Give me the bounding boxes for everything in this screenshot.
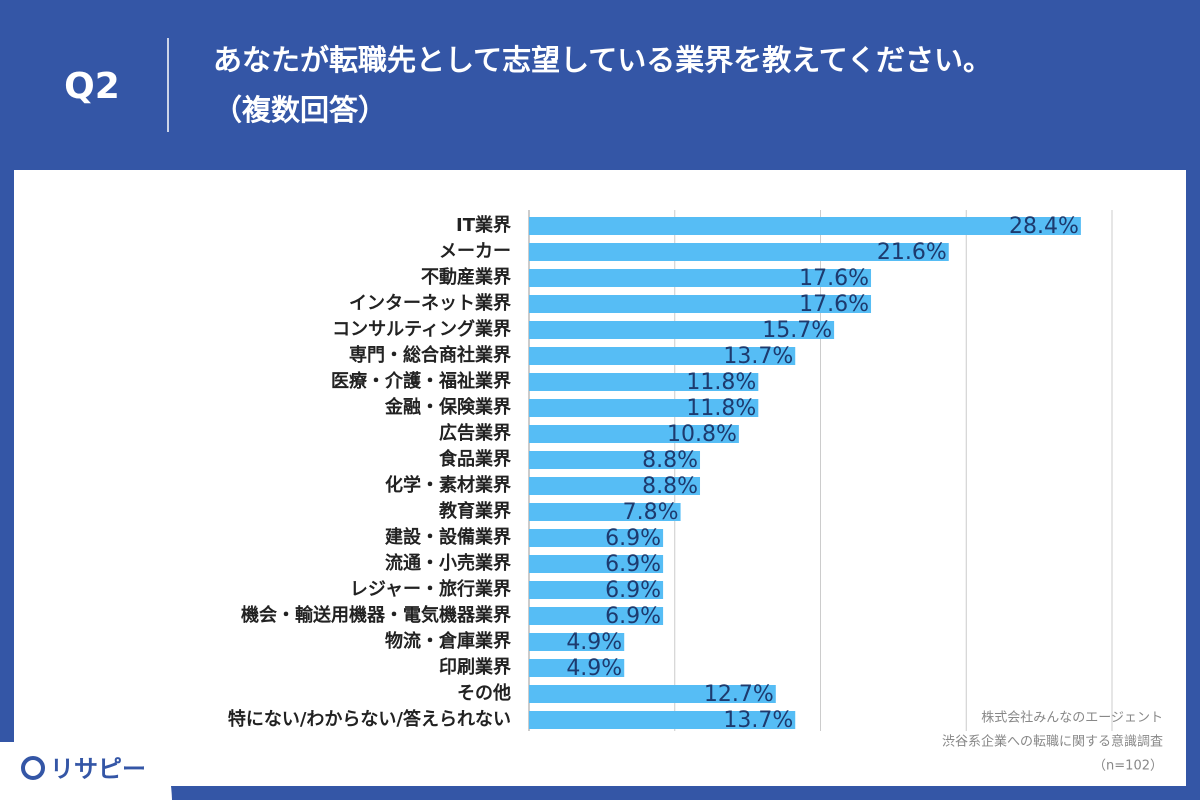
bar xyxy=(529,217,1081,235)
category-label: 教育業界 xyxy=(439,500,511,522)
value-label: 17.6% xyxy=(799,266,869,291)
bar xyxy=(529,633,625,651)
value-label: 7.8% xyxy=(623,500,679,525)
bar xyxy=(529,425,739,443)
category-label: レジャー・旅行業界 xyxy=(350,578,511,600)
bar xyxy=(529,477,701,495)
value-label: 10.8% xyxy=(667,422,737,447)
category-label: 金融・保険業界 xyxy=(384,396,511,418)
value-label: 6.9% xyxy=(605,526,661,551)
logo-icon xyxy=(21,756,45,780)
category-label: インターネット業界 xyxy=(349,292,511,314)
value-label: 28.4% xyxy=(1009,214,1079,239)
category-label: 広告業界 xyxy=(439,422,511,444)
bar xyxy=(529,373,759,391)
bar xyxy=(529,295,872,313)
category-label: メーカー xyxy=(439,241,511,262)
bar xyxy=(529,269,872,287)
value-label: 6.9% xyxy=(605,604,661,629)
bar xyxy=(529,451,701,469)
bar xyxy=(529,399,759,417)
category-label: その他 xyxy=(457,682,511,704)
bar xyxy=(529,243,949,261)
category-label: 物流・倉庫業界 xyxy=(385,630,511,652)
category-label: 流通・小売業界 xyxy=(385,552,511,574)
logo: リサピー xyxy=(50,755,146,783)
logo-shape xyxy=(0,742,172,800)
bar xyxy=(529,685,776,703)
question-number: Q2 xyxy=(64,66,120,107)
subtitle: （複数回答） xyxy=(213,93,387,127)
category-label: 機会・輸送用機器・電気機器業界 xyxy=(241,604,511,626)
category-label: 特にない/わからない/答えられない xyxy=(228,708,511,730)
category-label: 食品業界 xyxy=(438,448,511,470)
source-note: 株式会社みんなのエージェント xyxy=(981,710,1163,726)
title: あなたが転職先として志望している業界を教えてください。 xyxy=(213,43,992,77)
category-label: コンサルティング業界 xyxy=(332,318,511,340)
category-label: IT業界 xyxy=(456,214,511,236)
bar xyxy=(529,607,664,625)
bar xyxy=(529,711,796,729)
category-label: 医療・介護・福祉業界 xyxy=(331,370,511,392)
category-label: 化学・素材業界 xyxy=(385,474,511,496)
value-label: 4.9% xyxy=(566,656,622,681)
value-label: 17.6% xyxy=(799,292,869,317)
value-label: 12.7% xyxy=(704,682,774,707)
value-label: 13.7% xyxy=(723,344,793,369)
value-label: 8.8% xyxy=(642,448,698,473)
value-label: 21.6% xyxy=(877,240,947,265)
bar xyxy=(529,529,664,547)
value-label: 15.7% xyxy=(762,318,832,343)
value-label: 11.8% xyxy=(686,370,756,395)
value-label: 13.7% xyxy=(723,708,793,733)
bar xyxy=(529,321,835,339)
bar xyxy=(529,555,664,573)
value-label: 4.9% xyxy=(566,630,622,655)
bar xyxy=(529,659,625,677)
bar xyxy=(529,581,664,599)
source-note: （n=102） xyxy=(1093,759,1163,774)
value-label: 8.8% xyxy=(642,474,698,499)
value-label: 6.9% xyxy=(605,578,661,603)
category-label: 専門・総合商社業界 xyxy=(349,344,511,366)
category-label: 建設・設備業界 xyxy=(385,526,511,548)
source-note: 渋谷系企業への転職に関する意識調査 xyxy=(942,734,1163,750)
bar xyxy=(529,503,681,521)
category-label: 不動産業界 xyxy=(421,266,511,288)
bar xyxy=(529,347,796,365)
value-label: 6.9% xyxy=(605,552,661,577)
value-label: 11.8% xyxy=(686,396,756,421)
category-label: 印刷業界 xyxy=(439,656,511,678)
